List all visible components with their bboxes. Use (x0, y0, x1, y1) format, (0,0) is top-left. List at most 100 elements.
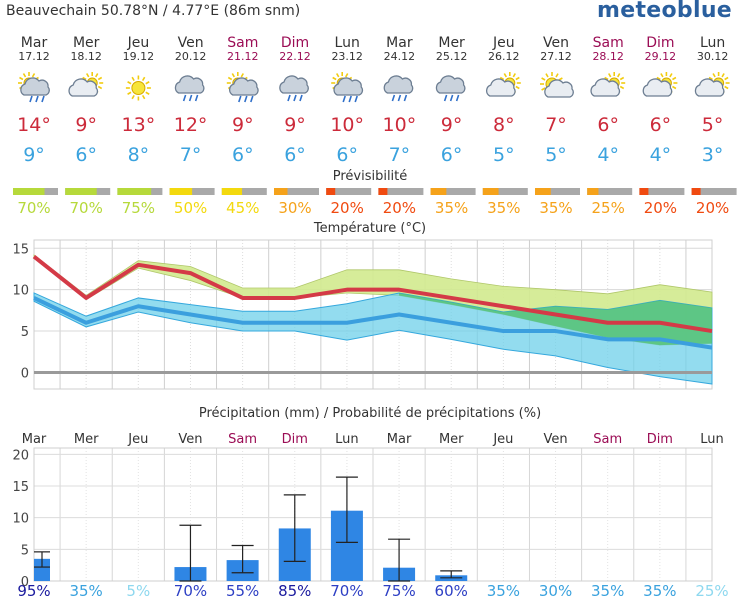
day-name: Mer (72, 35, 100, 51)
precip-probability: 5% (126, 582, 150, 600)
cloud-rain-icon (174, 75, 205, 102)
predictability-value: 20% (382, 199, 417, 217)
max-temp: 6° (597, 114, 619, 136)
precip-probability: 55% (226, 582, 259, 600)
day-date: 29.12 (644, 50, 677, 63)
min-temp: 8° (127, 144, 150, 166)
precip-probability: 70% (174, 582, 207, 600)
cloud-rain-icon (383, 75, 414, 102)
day-name: Lun (699, 35, 726, 51)
predictability-value: 70% (69, 199, 103, 217)
predictability-track (378, 188, 424, 195)
predictability-track (691, 188, 737, 195)
predictability-track (482, 188, 528, 195)
cloud-sun-icon (642, 72, 678, 97)
precip-x-tick: Mer (74, 432, 99, 447)
max-temp: 6° (649, 114, 672, 136)
min-temp: 3° (701, 144, 724, 166)
predictability-value: 50% (173, 199, 208, 217)
precip-probability: 95% (17, 582, 50, 600)
predictability-value: 30% (278, 199, 312, 217)
max-temp: 13° (121, 114, 156, 136)
max-temp: 9° (284, 114, 306, 136)
predictability-value: 20% (330, 199, 364, 217)
day-date: 20.12 (174, 50, 207, 63)
min-temp: 6° (440, 144, 463, 166)
sun-icon (125, 75, 151, 101)
predictability-track (587, 188, 633, 195)
precip-probability: 35% (487, 582, 520, 600)
predictability-fill (65, 188, 97, 195)
temp-y-tick: 15 (12, 242, 29, 257)
precip-y-tick: 15 (12, 480, 29, 495)
precip-x-tick: Mer (439, 432, 464, 447)
precip-x-tick: Jeu (492, 432, 513, 447)
precip-probability: 30% (539, 582, 572, 600)
predictability-value: 45% (226, 199, 260, 217)
min-temp: 5° (545, 144, 567, 166)
min-temp: 5° (493, 144, 515, 166)
min-temp: 4° (597, 144, 619, 166)
min-temp: 6° (336, 144, 358, 166)
min-temp-line (33, 296, 713, 350)
precip-probability: 60% (435, 582, 468, 600)
precip-x-tick: Dim (647, 432, 673, 447)
precip-x-tick: Ven (543, 432, 567, 447)
predictability-value: 20% (643, 199, 678, 217)
predictability-value: 75% (121, 199, 156, 217)
day-name: Sam (592, 35, 624, 51)
day-name: Sam (227, 35, 259, 51)
precip-bar (34, 558, 50, 581)
min-temp: 9° (23, 144, 45, 166)
precip-probability: 70% (330, 582, 363, 600)
min-temp: 7° (388, 144, 411, 166)
predictability-value: 25% (591, 199, 625, 217)
precip-x-tick: Mar (22, 432, 47, 447)
min-temp: 4° (649, 144, 672, 166)
max-temp: 10° (330, 114, 365, 136)
predictability-fill (639, 188, 649, 195)
sun-cloud-rain-icon (18, 72, 50, 103)
min-temp: 6° (75, 144, 97, 166)
max-temp: 10° (382, 114, 417, 136)
precip-x-tick: Sam (593, 432, 622, 447)
precip-x-tick: Mar (387, 432, 412, 447)
predictability-value: 35% (487, 199, 521, 217)
predictability-track (639, 188, 685, 195)
precip-y-tick: 5 (21, 543, 29, 558)
temp-y-tick: 0 (21, 366, 29, 381)
day-date: 21.12 (227, 50, 259, 63)
predictability-fill (535, 188, 551, 195)
day-date: 17.12 (18, 50, 50, 63)
precip-probability: 25% (695, 582, 728, 600)
predictability-fill (274, 188, 288, 195)
sun-cloud-icon (540, 72, 574, 98)
temp-overlap-band (399, 292, 712, 346)
max-temp: 7° (545, 114, 567, 136)
day-date: 30.12 (696, 50, 729, 63)
precip-x-tick: Ven (178, 432, 202, 447)
predictability-fill (13, 188, 45, 195)
predictability-track (274, 188, 319, 195)
cloud-sun-icon (694, 72, 730, 97)
day-name: Dim (646, 35, 675, 51)
max-temp: 8° (493, 114, 515, 136)
day-name: Mer (438, 35, 465, 51)
max-temp: 14° (17, 114, 51, 136)
temp-y-tick: 5 (21, 325, 29, 340)
predictability-track (430, 188, 476, 195)
min-temp: 6° (284, 144, 306, 166)
precip-probability: 75% (382, 582, 415, 600)
predictability-title: Prévisibilité (332, 169, 408, 184)
precip-probability: 85% (278, 582, 311, 600)
precip-x-tick: Sam (228, 432, 257, 447)
predictability-fill (378, 188, 388, 195)
predictability-fill (169, 188, 193, 195)
max-temp: 5° (701, 114, 724, 136)
cloud-sun-icon (590, 72, 626, 97)
cloud-sun-icon (486, 72, 521, 97)
predictability-fill (482, 188, 499, 195)
temperature-title: Température (°C) (313, 221, 427, 236)
max-temp: 9° (440, 114, 463, 136)
